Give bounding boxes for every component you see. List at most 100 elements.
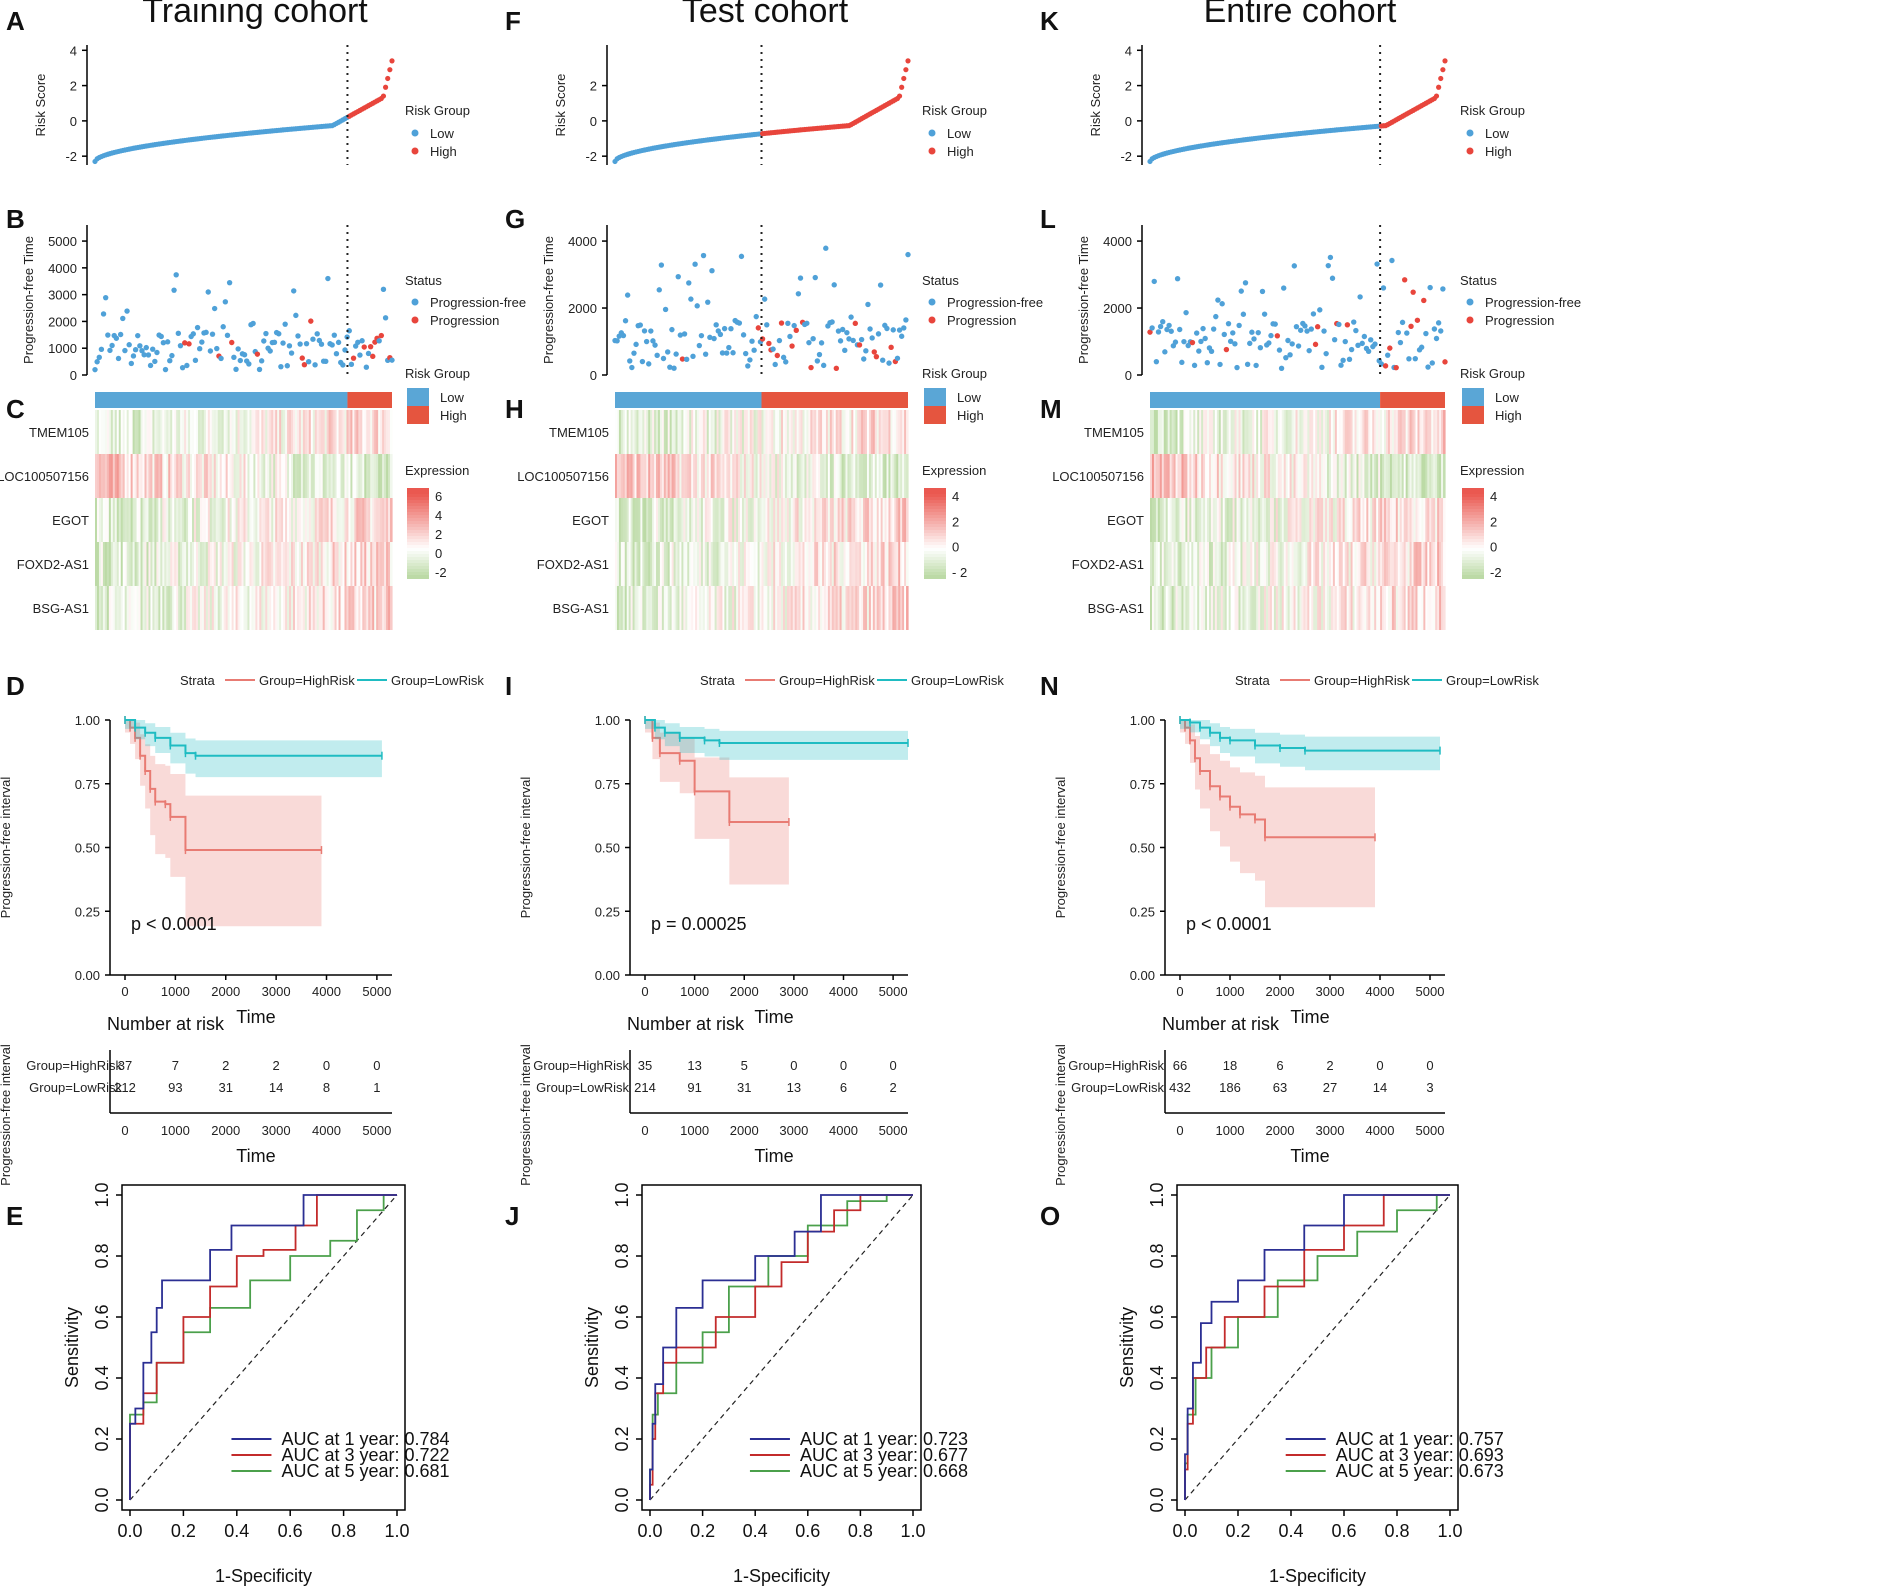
heat-cell [1159,586,1163,630]
heat-cell [340,586,344,630]
heat-cell [239,586,243,630]
heat-cell [138,542,142,586]
heat-cell [1185,498,1188,542]
pfs-point [132,347,139,353]
risk-legend-title: Risk Group [1460,103,1525,118]
pfs-point [1395,329,1402,336]
pfs-point [361,344,367,350]
heat-cell [1417,586,1421,630]
table-xtick: 3000 [262,1123,291,1138]
heat-cell [796,586,800,630]
pfs-point [276,331,282,337]
heat-cell [626,586,630,630]
heat-cell [257,498,260,542]
heat-cell [765,542,768,586]
heat-cell [1173,454,1177,498]
pfs-point [764,322,770,328]
pfs-point [154,349,160,356]
heat-cell [843,410,847,454]
risk-table-title: Number at risk [1162,1014,1280,1034]
heat-cell [279,542,282,586]
heat-cell [1389,586,1393,630]
heat-cell [1317,542,1320,586]
heat-cell [386,586,389,630]
heat-cell [356,542,359,586]
heat-cell [1382,454,1385,498]
heat-cell [724,542,727,586]
heat-cell [710,586,714,630]
heat-cell [1435,454,1438,498]
heat-cell [876,498,880,542]
table-xtick: 0 [641,1123,648,1138]
heat-cell [275,586,278,630]
heat-cell [1401,410,1405,454]
heat-cell [225,454,229,498]
heat-cell [681,542,684,586]
heat-cell [1415,586,1419,630]
roc-xtick: 1.0 [384,1521,409,1541]
heat-cell [1360,454,1363,498]
pfs-point [1359,340,1365,347]
heat-cell [362,454,365,498]
pfs-point [196,345,203,352]
heat-cell [1220,586,1224,630]
heat-cell [831,586,835,630]
group-bar-high [1380,392,1445,408]
heat-cell [1328,498,1332,542]
heat-cell [1317,410,1320,454]
heat-cell [279,586,282,630]
expr-gradient [1462,554,1484,558]
roc-frame [1176,1184,1459,1511]
heat-cell [825,586,829,630]
pfs-point [713,322,719,328]
heat-cell [261,542,264,586]
heat-cell [1222,410,1226,454]
pfs-point [1295,343,1302,349]
pfs-point [1259,288,1266,295]
heat-cell [1183,498,1186,542]
pfs-point [124,308,130,314]
heat-cell [358,586,361,630]
heat-cell [104,498,108,542]
heat-cell [788,454,792,498]
heat-cell [775,410,778,454]
heat-cell [648,586,651,630]
heat-cell [168,586,171,630]
roc-ytick: 0.2 [612,1426,632,1451]
heat-cell [273,454,276,498]
heat-cell [648,410,651,454]
heat-cell [281,498,284,542]
roc-xtick: 1.0 [900,1521,925,1541]
expr-gradient [924,521,946,525]
heat-cell [261,586,264,630]
heat-cell [1252,498,1255,542]
heat-cell [172,454,175,498]
heat-cell [1195,586,1198,630]
heat-cell [1173,498,1177,542]
heat-cell [634,542,638,586]
km-ytick: 0.25 [1130,904,1155,919]
heat-cell [865,454,868,498]
heat-cell [370,542,373,586]
heat-cell [356,410,359,454]
pfs-point [772,361,778,368]
heat-cell [1181,410,1185,454]
heat-cell [388,498,391,542]
km-xlabel: Time [236,1007,275,1027]
heat-cell [180,454,183,498]
pfs-point [1157,323,1164,330]
heat-cell [816,586,819,630]
heat-cell [1384,542,1387,586]
heat-cell [330,542,334,586]
pfs-point [631,350,637,356]
pfs-point [117,331,124,338]
pfs-point [641,328,648,334]
heat-cell [372,586,375,630]
expr-gradient [1462,563,1484,567]
pfs-point [677,332,684,338]
heat-cell [1380,498,1383,542]
heat-cell [1293,410,1297,454]
heat-cell [1269,498,1273,542]
pfs-point [753,313,759,320]
heat-cell [223,498,227,542]
